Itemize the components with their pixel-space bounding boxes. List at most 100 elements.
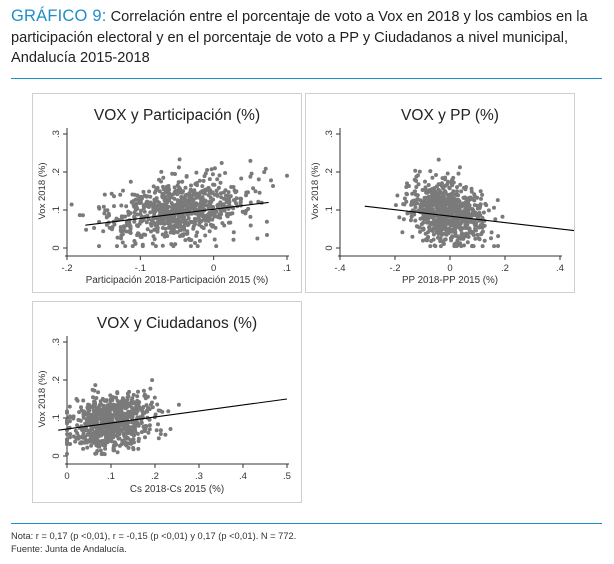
- scatter-point: [161, 208, 166, 212]
- scatter-point: [65, 437, 69, 442]
- scatter-point: [79, 405, 83, 410]
- scatter-point: [125, 397, 130, 402]
- scatter-point: [456, 171, 461, 176]
- scatter-point: [152, 221, 157, 226]
- scatter-point: [69, 202, 74, 207]
- scatter-point: [141, 206, 146, 211]
- scatter-point: [231, 198, 236, 203]
- scatter-point: [453, 218, 458, 223]
- scatter-point: [129, 420, 134, 425]
- scatter-point: [168, 427, 173, 431]
- scatter-point: [423, 185, 428, 190]
- scatter-point: [177, 205, 182, 210]
- scatter-point: [489, 236, 493, 241]
- scatter-point: [226, 190, 231, 195]
- scatter-point: [264, 219, 269, 224]
- scatter-point: [85, 421, 90, 426]
- panel-participacion: VOX y Participación (%) 0.1.2.3 -.2 -.1 0.1 V…: [32, 93, 302, 293]
- scatter-point: [116, 436, 121, 441]
- scatter-point: [65, 421, 69, 426]
- scatter-point: [111, 430, 116, 435]
- scatter-point: [218, 191, 223, 196]
- scatter-point: [132, 203, 137, 208]
- scatter-point: [79, 408, 84, 413]
- scatter-point: [227, 196, 232, 201]
- scatter-point: [178, 234, 182, 239]
- scatter-point: [405, 192, 409, 197]
- scatter-point: [114, 429, 119, 434]
- scatter-point: [421, 220, 426, 225]
- scatter-point: [463, 200, 468, 205]
- scatter-point: [114, 433, 119, 438]
- scatter-point: [118, 228, 123, 233]
- scatter-point: [176, 180, 181, 185]
- scatter-point: [188, 187, 193, 192]
- scatter-point: [110, 433, 115, 438]
- scatter-point: [71, 416, 76, 421]
- scatter-point: [218, 215, 223, 220]
- scatter-point: [135, 394, 140, 399]
- scatter-point: [193, 202, 198, 207]
- scatter-point: [163, 230, 168, 235]
- scatter-point: [151, 208, 156, 213]
- scatter-point: [451, 189, 456, 194]
- scatter-point: [178, 228, 183, 233]
- chart-title: VOX y Participación (%): [94, 107, 260, 124]
- scatter-point: [164, 221, 169, 226]
- scatter-point: [73, 439, 78, 444]
- scatter-point: [145, 227, 150, 232]
- scatter-point: [68, 415, 73, 420]
- scatter-point: [445, 171, 450, 176]
- scatter-point: [393, 203, 398, 208]
- scatter-point: [248, 158, 253, 163]
- scatter-point: [156, 422, 160, 427]
- scatter-point: [412, 202, 417, 207]
- scatter-point: [473, 236, 478, 241]
- scatter-point: [395, 193, 400, 198]
- scatter-point: [461, 195, 466, 200]
- scatter-point: [212, 237, 217, 242]
- scatter-point: [437, 217, 442, 221]
- scatter-point: [136, 401, 141, 406]
- scatter-point: [463, 218, 468, 222]
- scatter-point: [271, 184, 275, 188]
- scatter-point: [495, 198, 500, 203]
- scatter-point: [124, 443, 129, 448]
- scatter-point: [148, 194, 153, 199]
- scatter-point: [486, 208, 491, 213]
- scatter-point: [454, 244, 459, 248]
- scatter-point: [148, 210, 153, 215]
- scatter-point: [208, 199, 213, 204]
- scatter-point: [160, 226, 165, 230]
- scatter-point: [84, 227, 89, 232]
- scatter-point: [90, 439, 95, 444]
- scatter-point: [167, 210, 172, 215]
- scatter-point: [489, 230, 494, 235]
- scatter-point: [427, 204, 432, 209]
- scatter-point: [480, 225, 485, 230]
- scatter-point: [412, 212, 417, 217]
- scatter-point: [160, 243, 165, 248]
- scatter-point: [200, 184, 205, 189]
- scatter-point: [147, 407, 152, 412]
- scatter-point: [455, 189, 459, 194]
- scatter-point: [433, 244, 438, 249]
- scatter-point: [126, 415, 130, 420]
- scatter-point: [439, 219, 444, 224]
- y-axis-label: Vox 2018 (%): [37, 370, 48, 427]
- scatter-point: [96, 390, 101, 395]
- scatter-point: [94, 426, 99, 430]
- scatter-point: [91, 395, 95, 400]
- scatter-point: [140, 242, 145, 247]
- y-tick-label: .1: [51, 414, 62, 422]
- scatter-point: [109, 439, 114, 444]
- scatter-point: [139, 430, 144, 435]
- scatter-point: [163, 189, 168, 194]
- scatter-point: [121, 188, 125, 193]
- scatter-point: [204, 222, 209, 227]
- scatter-point: [117, 443, 122, 448]
- bottom-rule: [11, 523, 602, 524]
- scatter-point: [212, 182, 217, 187]
- scatter-point: [414, 174, 419, 179]
- scatter-point: [131, 426, 136, 430]
